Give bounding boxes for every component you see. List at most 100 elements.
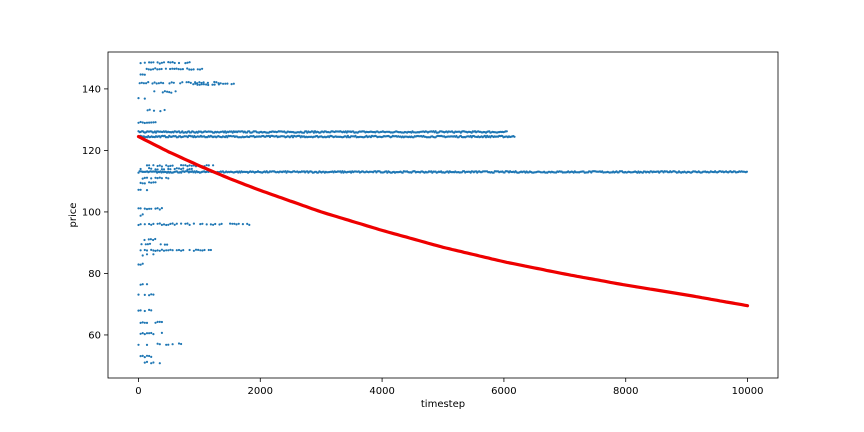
scatter-point (198, 83, 201, 86)
scatter-point (175, 249, 178, 252)
scatter-point (186, 61, 189, 64)
scatter-points (137, 61, 749, 365)
scatter-point (190, 167, 193, 170)
scatter-point (202, 81, 205, 84)
scatter-point (171, 67, 174, 70)
x-tick-label: 10000 (732, 386, 764, 397)
scatter-point (159, 243, 162, 246)
scatter-point (175, 167, 178, 170)
scatter-point (165, 176, 168, 179)
scatter-point (205, 83, 208, 86)
scatter-point (143, 176, 146, 179)
scatter-point (152, 109, 156, 112)
scatter-point (139, 73, 142, 76)
scatter-point (141, 73, 144, 76)
scatter-point (156, 177, 159, 180)
scatter-point (145, 189, 149, 192)
scatter-point (143, 97, 146, 100)
scatter-point (201, 67, 204, 70)
scatter-point (153, 90, 156, 93)
scatter-point (137, 343, 140, 346)
scatter-point (137, 293, 140, 296)
scatter-point (150, 121, 153, 124)
scatter-point (145, 208, 149, 211)
scatter-point (160, 223, 163, 226)
scatter-point (137, 188, 140, 191)
scatter-point (139, 249, 142, 252)
scatter-point (513, 135, 516, 138)
scatter-point (745, 170, 749, 173)
scatter-point (151, 82, 154, 85)
scatter-point (160, 168, 163, 171)
scatter-point (194, 82, 197, 85)
scatter-point (173, 67, 176, 70)
x-axis-ticks: 0 2000 4000 6000 8000 10000 (135, 378, 763, 397)
scatter-point (165, 164, 168, 167)
scatter-point (235, 223, 238, 226)
scatter-point (152, 61, 155, 64)
scatter-point (150, 362, 153, 365)
scatter-point (186, 165, 189, 168)
scatter-point (141, 177, 144, 180)
scatter-point (163, 108, 166, 112)
scatter-point (217, 83, 220, 86)
scatter-point (158, 176, 161, 179)
y-axis-label: price (68, 203, 79, 228)
scatter-point (162, 249, 166, 252)
scatter-point (141, 354, 144, 357)
scatter-point (154, 181, 157, 184)
scatter-point (232, 82, 235, 85)
scatter-point (182, 249, 185, 252)
scatter-point (177, 342, 181, 345)
scatter-point (181, 81, 184, 84)
scatter-point (152, 121, 155, 124)
scatter-point (160, 248, 163, 251)
scatter-point (160, 165, 163, 168)
scatter-point (154, 321, 157, 324)
scatter-point (158, 208, 161, 211)
scatter-point (144, 243, 147, 246)
scatter-point (149, 68, 152, 71)
scatter-point (143, 361, 146, 364)
scatter-point (168, 91, 171, 94)
scatter-point (167, 167, 170, 171)
scatter-point (169, 248, 172, 251)
scatter-point (145, 164, 149, 167)
scatter-point (139, 207, 142, 210)
scatter-point (150, 331, 153, 335)
scatter-point (184, 222, 187, 225)
scatter-point (205, 164, 208, 167)
scatter-point (140, 243, 143, 246)
plot-background (108, 52, 778, 378)
scatter-point (212, 164, 215, 167)
scatter-point (170, 91, 173, 94)
scatter-point (138, 82, 141, 85)
scatter-point (148, 167, 151, 170)
scatter-point (197, 248, 200, 251)
y-tick-label: 60 (88, 330, 101, 341)
scatter-point (192, 83, 195, 86)
scatter-point (163, 243, 166, 246)
scatter-point (158, 343, 161, 346)
scatter-point (180, 222, 183, 225)
scatter-point (154, 168, 157, 171)
scatter-point (145, 354, 149, 357)
scatter-point (207, 83, 210, 87)
scatter-point (145, 249, 149, 252)
x-tick-label: 4000 (369, 386, 394, 397)
scatter-point (177, 248, 181, 252)
scatter-point (141, 321, 144, 324)
scatter-point (169, 67, 172, 71)
scatter-point (192, 249, 195, 252)
scatter-point (156, 249, 159, 252)
scatter-point (163, 90, 166, 93)
scatter-point (145, 321, 149, 324)
scatter-point (505, 130, 508, 133)
scatter-point (196, 68, 199, 71)
scatter-point (214, 222, 217, 226)
scatter-point (141, 182, 144, 185)
scatter-point (171, 249, 174, 252)
scatter-point (141, 213, 144, 216)
scatter-point (209, 223, 212, 226)
scatter-point (175, 222, 178, 225)
